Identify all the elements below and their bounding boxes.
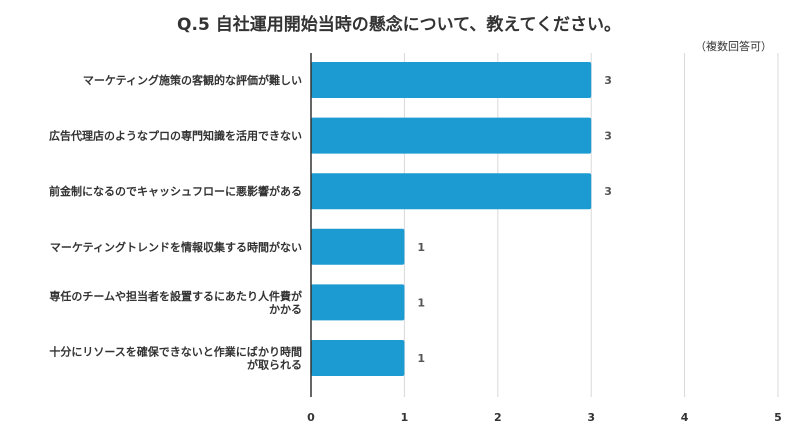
bar [311, 284, 405, 321]
x-tick-label: 0 [307, 411, 315, 424]
chart-note: （複数回答可） [695, 39, 772, 53]
x-tick-label: 3 [587, 411, 595, 424]
x-tick-label: 4 [681, 411, 689, 424]
x-tick-label: 2 [494, 411, 502, 424]
x-tick-label: 5 [774, 411, 782, 424]
data-label: 1 [417, 352, 425, 365]
category-label: かかる [269, 303, 302, 316]
data-label: 1 [417, 296, 425, 309]
category-label: 十分にリソースを確保できないと作業にばかり時間 [49, 345, 302, 359]
category-label: 前金制になるのでキャッシュフローに悪影響がある [49, 184, 302, 198]
category-label: マーケティングトレンドを情報収集する時間がない [50, 240, 302, 254]
bar [311, 340, 405, 376]
grid-lines [403, 53, 779, 397]
category-label: が取られる [247, 358, 302, 372]
data-label: 1 [417, 241, 425, 254]
data-label: 3 [604, 130, 612, 143]
data-label: 3 [604, 185, 612, 198]
chart-title: Q.5 自社運用開始当時の懸念について、教えてください。 [177, 14, 621, 35]
category-labels: マーケティング施策の客観的な評価が難しい広告代理店のようなプロの専門知識を活用で… [49, 73, 302, 372]
x-tick-label: 1 [401, 411, 409, 424]
bar [311, 62, 592, 98]
category-label: 広告代理店のようなプロの専門知識を活用できない [49, 129, 302, 143]
category-label: マーケティング施策の客観的な評価が難しい [83, 73, 302, 87]
x-axis-ticks: 0 1 2 3 4 5 [307, 411, 782, 424]
data-label: 3 [604, 74, 612, 87]
bar [311, 117, 592, 154]
bar [311, 173, 592, 210]
category-label: 専任のチームや担当者を設置するにあたり人件費が [49, 289, 302, 303]
bars: 3 3 3 1 1 1 [311, 62, 612, 376]
bar [311, 228, 405, 265]
